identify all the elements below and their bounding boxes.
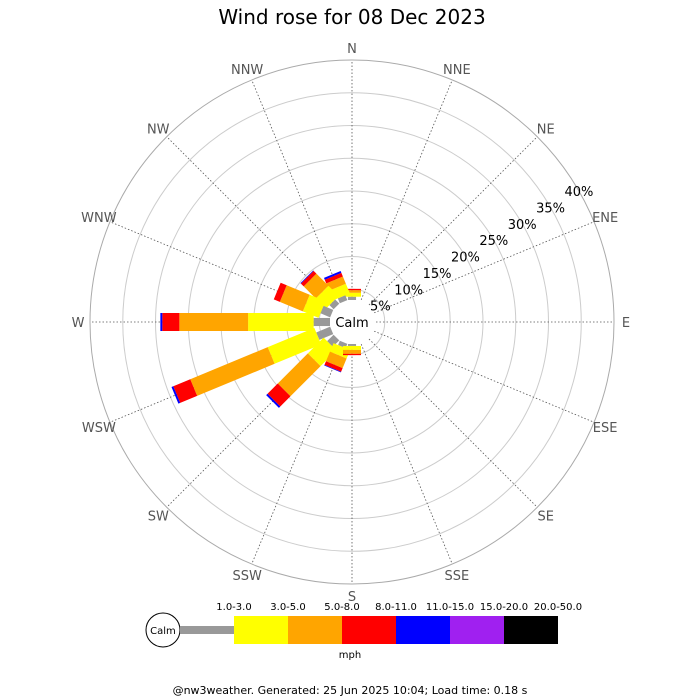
petal-segment-wsw-8.0-11.0 bbox=[173, 379, 198, 403]
legend-label-1.0-3.0: 1.0-3.0 bbox=[216, 602, 251, 613]
petal-segment-wnw-1.0-3.0 bbox=[320, 305, 334, 318]
legend-calm-label: Calm bbox=[150, 626, 176, 637]
direction-label-wsw: WSW bbox=[82, 421, 116, 436]
petal-segment-wnw-8.0-11.0 bbox=[273, 282, 287, 302]
direction-label-ene: ENE bbox=[592, 211, 618, 226]
ring-labels: 5%10%15%20% 25%30% 35%40% bbox=[370, 185, 593, 315]
legend-swatch-5.0-8.0 bbox=[288, 616, 342, 644]
wind-petals bbox=[160, 270, 361, 408]
ring-label-20: 20% bbox=[451, 251, 480, 266]
ring-40 bbox=[89, 59, 615, 585]
spoke-sse bbox=[360, 344, 453, 565]
petal-segment-nw-11.0-15.0 bbox=[300, 270, 314, 284]
petal-segment-sw-11.0-15.0 bbox=[266, 393, 281, 408]
petal-segment-sw-3.0-5.0 bbox=[307, 337, 337, 367]
legend-swatch-3.0-5.0 bbox=[234, 616, 288, 644]
petal-segment-w-11.0-15.0 bbox=[160, 313, 163, 331]
petal-s bbox=[343, 344, 361, 356]
direction-label-n: N bbox=[347, 42, 357, 57]
petal-segment-wsw-1.0-3.0 bbox=[316, 326, 334, 340]
direction-labels: N NNE NE ENE E ESE SE SSE S SSW SW WSW W WNW NW NNW bbox=[72, 42, 631, 605]
petal-segment-w-3.0-5.0 bbox=[248, 313, 314, 331]
calm-label: Calm bbox=[335, 316, 368, 331]
ring-35 bbox=[122, 92, 582, 552]
petal-segment-sw-8.0-11.0 bbox=[267, 383, 291, 407]
legend-label-8.0-11.0: 8.0-11.0 bbox=[375, 602, 417, 613]
legend-label-3.0-5.0: 3.0-5.0 bbox=[270, 602, 305, 613]
direction-label-w: W bbox=[72, 316, 85, 331]
legend: Calm 1.0-3.0 3.0-5.0 5.0-8.0 8.0-11.0 11.0-1… bbox=[145, 602, 582, 661]
legend-swatch-15.0-20.0 bbox=[450, 616, 504, 644]
petal-segment-s-8.0-11.0 bbox=[343, 353, 361, 356]
calm-circle: Calm bbox=[332, 302, 372, 342]
spoke-ssw bbox=[251, 344, 344, 565]
petal-segment-wsw-5.0-8.0 bbox=[190, 347, 275, 396]
ring-label-10: 10% bbox=[394, 283, 423, 298]
direction-label-sse: SSE bbox=[444, 569, 469, 584]
petal-segment-nw-8.0-11.0 bbox=[300, 270, 317, 287]
direction-label-nne: NNE bbox=[443, 63, 471, 78]
ring-label-40: 40% bbox=[564, 185, 593, 200]
direction-label-nw: NW bbox=[147, 122, 170, 137]
petal-segment-w-8.0-11.0 bbox=[162, 313, 180, 331]
petal-segment-nnw-8.0-11.0 bbox=[324, 272, 343, 284]
direction-label-ne: NE bbox=[537, 122, 555, 137]
petal-segment-w-1.0-3.0 bbox=[313, 317, 330, 327]
legend-label-15.0-20.0: 15.0-20.0 bbox=[480, 602, 528, 613]
petal-w bbox=[160, 313, 330, 331]
petal-sw bbox=[266, 334, 340, 408]
petal-segment-ssw-8.0-11.0 bbox=[324, 361, 343, 372]
petal-segment-sw-1.0-3.0 bbox=[327, 334, 340, 347]
direction-label-ese: ESE bbox=[593, 421, 618, 436]
ring-label-25: 25% bbox=[479, 234, 508, 249]
ring-label-5: 5% bbox=[370, 300, 391, 315]
legend-swatch-8.0-11.0 bbox=[342, 616, 396, 644]
spoke-nne bbox=[360, 79, 453, 300]
petal-segment-nnw-11.0-15.0 bbox=[323, 270, 342, 280]
direction-label-s: S bbox=[348, 590, 356, 605]
petal-segment-sw-5.0-8.0 bbox=[277, 353, 321, 397]
legend-label-5.0-8.0: 5.0-8.0 bbox=[324, 602, 359, 613]
ring-label-35: 35% bbox=[536, 201, 565, 216]
petal-segment-wsw-11.0-15.0 bbox=[171, 386, 181, 404]
legend-label-11.0-15.0: 11.0-15.0 bbox=[426, 602, 474, 613]
direction-label-wnw: WNW bbox=[81, 211, 117, 226]
legend-swatch-1.0-3.0 bbox=[180, 626, 234, 634]
petal-segment-nnw-5.0-8.0 bbox=[326, 276, 346, 291]
direction-label-nnw: NNW bbox=[231, 63, 263, 78]
petal-segment-nnw-1.0-3.0 bbox=[337, 295, 348, 304]
legend-label-20.0-50.0: 20.0-50.0 bbox=[534, 602, 582, 613]
petal-segment-wnw-5.0-8.0 bbox=[279, 285, 310, 312]
petal-segment-wnw-3.0-5.0 bbox=[302, 294, 326, 318]
direction-label-ssw: SSW bbox=[232, 569, 262, 584]
spoke-ese bbox=[374, 330, 595, 423]
petal-segment-s-3.0-5.0 bbox=[343, 345, 361, 350]
ring-label-30: 30% bbox=[508, 218, 537, 233]
legend-unit-label: mph bbox=[339, 650, 361, 661]
chart-title: Wind rose for 08 Dec 2023 bbox=[218, 5, 485, 29]
petal-wsw bbox=[171, 326, 334, 404]
petal-segment-ssw-11.0-15.0 bbox=[324, 364, 342, 373]
footer-text: @nw3weather. Generated: 25 Jun 2025 10:0… bbox=[173, 684, 528, 697]
petal-segment-w-5.0-8.0 bbox=[179, 313, 249, 331]
direction-label-e: E bbox=[622, 316, 630, 331]
legend-swatch-11.0-15.0 bbox=[396, 616, 450, 644]
spoke-nnw bbox=[251, 79, 344, 300]
petal-wnw bbox=[273, 282, 334, 318]
petal-segment-s-5.0-8.0 bbox=[343, 349, 361, 354]
legend-swatch-20.0-50.0 bbox=[504, 616, 558, 644]
spoke-ne bbox=[368, 136, 538, 306]
petal-segment-nw-1.0-3.0 bbox=[329, 299, 340, 310]
spoke-ene bbox=[374, 221, 595, 314]
petal-segment-s-1.0-3.0 bbox=[347, 344, 357, 346]
spoke-se bbox=[368, 338, 538, 508]
petal-segment-wsw-3.0-5.0 bbox=[267, 327, 322, 364]
petal-segment-ssw-5.0-8.0 bbox=[325, 351, 347, 369]
direction-label-se: SE bbox=[538, 510, 554, 525]
petal-segment-n-1.0-3.0 bbox=[347, 296, 357, 300]
direction-label-sw: SW bbox=[148, 510, 169, 525]
ring-label-15: 15% bbox=[423, 267, 452, 282]
petal-segment-nw-5.0-8.0 bbox=[303, 273, 329, 299]
